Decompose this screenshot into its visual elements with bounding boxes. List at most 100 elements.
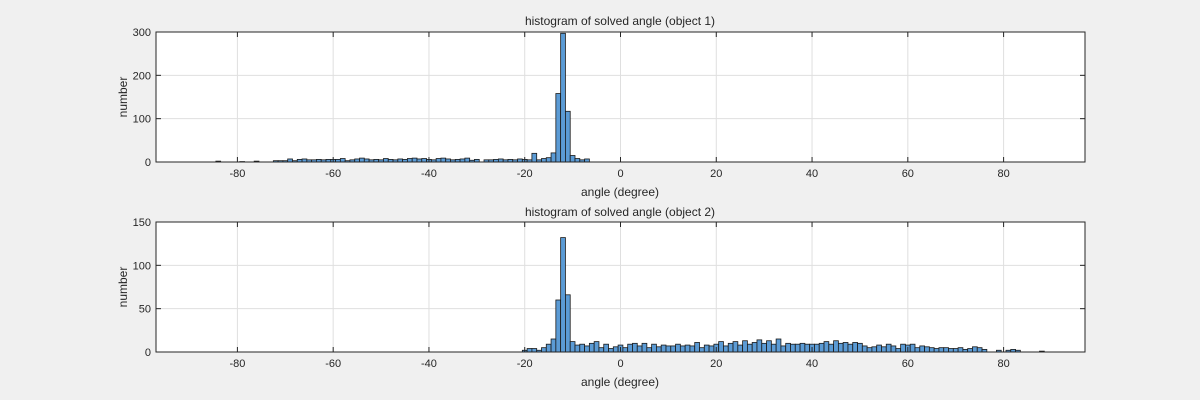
histogram-bar <box>632 342 638 353</box>
histogram-bar <box>660 344 667 353</box>
histogram-bar <box>770 343 777 353</box>
axis-ticks: -80 -60 -40 -20 0 20 40 60 80 0 100 200 300 <box>133 27 1085 180</box>
histogram-bar <box>746 343 753 353</box>
histogram-bar <box>541 158 547 163</box>
x-tick-label: -80 <box>229 358 245 370</box>
y-tick-label: 300 <box>133 27 151 39</box>
histogram-bar <box>924 346 930 353</box>
subplot-object-1: -80 -60 -40 -20 0 20 40 60 80 0 100 200 300 histogra… <box>116 14 1086 199</box>
histogram-bar <box>952 348 959 353</box>
histogram-bar <box>857 342 863 353</box>
histogram-bar <box>900 343 906 353</box>
histogram-bar <box>890 345 897 353</box>
histogram-bar <box>742 340 748 353</box>
histogram-bar <box>814 343 820 353</box>
histogram-bar <box>550 152 557 163</box>
histogram-bar <box>622 347 629 353</box>
histogram-bar <box>555 93 562 163</box>
histogram-bar <box>794 343 801 353</box>
histogram-bar <box>737 344 744 353</box>
histogram-bar <box>440 157 447 163</box>
histogram-bar <box>560 32 566 163</box>
x-tick-label: 40 <box>806 358 818 370</box>
histogram-bar <box>339 158 346 163</box>
histogram-bars <box>521 237 1045 353</box>
chart-title: histogram of solved angle (object 1) <box>525 14 715 28</box>
histogram-bar <box>598 347 605 353</box>
x-tick-label: 60 <box>902 358 914 370</box>
histogram-bar <box>588 342 595 353</box>
x-tick-label: 40 <box>806 168 818 180</box>
histogram-bar <box>359 157 365 163</box>
histogram-bar <box>976 347 983 353</box>
histogram-bar <box>656 346 662 353</box>
histogram-bar <box>703 344 710 353</box>
histogram-bar <box>689 345 696 353</box>
grid <box>156 222 1085 352</box>
histogram-bar <box>842 342 849 353</box>
histogram-bar <box>593 341 600 353</box>
histogram-bar <box>751 342 758 353</box>
x-tick-label: 60 <box>902 168 914 180</box>
histogram-bar <box>871 346 878 353</box>
histogram-bar <box>421 158 427 163</box>
histogram-bar <box>550 338 557 353</box>
x-axis-label: angle (degree) <box>581 185 659 199</box>
x-tick-label: -40 <box>421 168 437 180</box>
histogram-bar <box>833 340 839 353</box>
grid <box>156 32 1085 162</box>
histogram-bar <box>565 294 571 353</box>
histogram-bar <box>732 341 739 353</box>
y-axis-label: number <box>116 267 130 308</box>
histogram-bar <box>560 237 566 353</box>
y-tick-label: 100 <box>133 260 151 272</box>
histogram-bar <box>828 343 834 353</box>
histogram-bar <box>651 343 657 353</box>
y-tick-label: 150 <box>133 217 151 229</box>
histogram-bar <box>608 348 614 353</box>
histogram-bar <box>435 158 442 163</box>
histogram-bar <box>675 343 681 353</box>
histogram-bar <box>603 343 609 353</box>
histogram-bar <box>574 344 581 353</box>
histogram-bar <box>636 345 643 353</box>
histogram-bar <box>694 342 700 353</box>
histogram-bar <box>756 339 763 353</box>
histogram-bar <box>411 157 418 163</box>
histogram-bar <box>545 157 552 163</box>
histogram-bar <box>837 342 844 353</box>
y-tick-label: 0 <box>145 157 151 169</box>
histogram-bar <box>957 347 964 353</box>
histogram-bar <box>914 347 921 353</box>
histogram-bar <box>612 346 619 353</box>
histogram-bar <box>627 343 633 353</box>
histogram-bar <box>804 343 811 353</box>
histogram-bar <box>665 345 672 353</box>
histogram-bar <box>684 344 691 353</box>
histogram-bar <box>579 343 585 353</box>
histogram-bar <box>866 347 873 353</box>
histogram-bar <box>574 158 581 163</box>
histogram-bar <box>943 347 949 353</box>
histogram-bar <box>895 348 902 353</box>
histogram-bar <box>785 342 791 353</box>
histogram-bar <box>909 343 916 353</box>
histogram-bar <box>852 342 858 353</box>
histogram-bar <box>881 346 887 353</box>
histogram-bar <box>885 343 892 353</box>
histogram-bar <box>569 155 576 163</box>
histogram-bar <box>761 342 767 353</box>
histogram-bar <box>780 345 787 353</box>
histogram-bar <box>699 347 705 353</box>
histogram-bar <box>928 347 935 353</box>
x-tick-label: -80 <box>229 168 245 180</box>
histogram-bar <box>646 347 653 353</box>
histogram-bar <box>641 342 648 353</box>
y-axis-label: number <box>116 77 130 118</box>
y-tick-label: 200 <box>133 70 151 82</box>
x-tick-label: 0 <box>617 168 623 180</box>
x-axis-label: angle (degree) <box>581 375 659 389</box>
histogram-bar <box>464 157 471 163</box>
histogram-bar <box>407 158 413 163</box>
